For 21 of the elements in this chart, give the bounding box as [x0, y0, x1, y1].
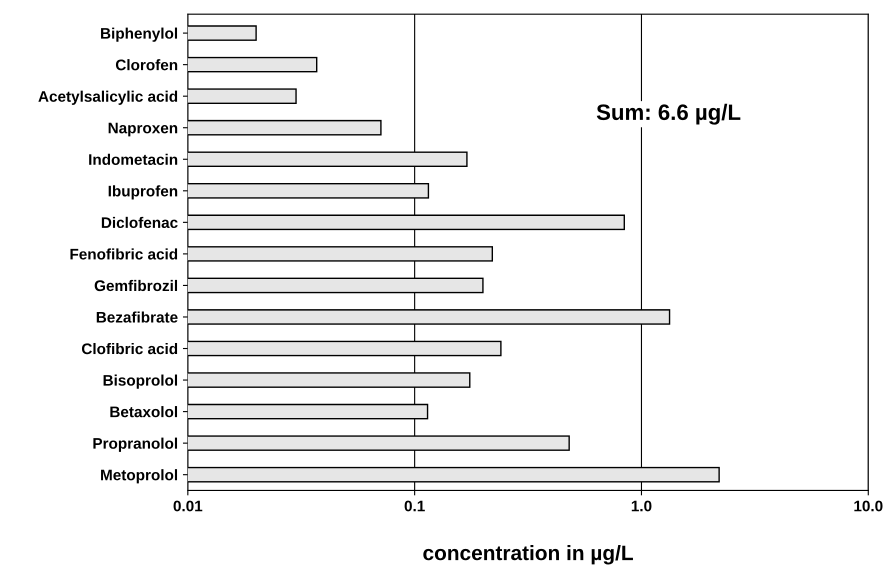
y-tick-label: Fenofibric acid [70, 248, 178, 260]
y-tick-label: Metoprolol [101, 469, 178, 484]
y-tick-label: Biphenylol [101, 28, 178, 42]
x-tick-label: 0.1 [404, 500, 425, 512]
x-tick-label: 1.0 [632, 500, 652, 512]
y-tick-label: Diclofenac [102, 216, 178, 228]
x-axis-title: concentration in µg/L [423, 544, 633, 564]
y-tick-label: Acetylsalicylic acid [38, 90, 178, 105]
y-tick-label: Gemfibrozil [94, 280, 178, 292]
y-tick-label: Naproxen [108, 122, 178, 136]
x-tick-label: 10.0 [854, 500, 883, 512]
y-tick-label: Clofibric acid [82, 342, 178, 354]
y-tick-label: Propranolol [93, 438, 178, 452]
y-tick-label: Bezafibrate [96, 311, 178, 323]
annotation: Sum: 6.6 µg/L [596, 104, 740, 125]
y-tick-label: Ibuprofen [108, 185, 178, 200]
y-tick-label: Betaxolol [110, 406, 178, 418]
y-tick-label: Clorofen [116, 59, 178, 70]
y-tick-label: Indometacin [89, 154, 178, 165]
y-tick-label: Bisoprolol [104, 374, 178, 389]
x-tick-label: 0.01 [174, 500, 202, 512]
